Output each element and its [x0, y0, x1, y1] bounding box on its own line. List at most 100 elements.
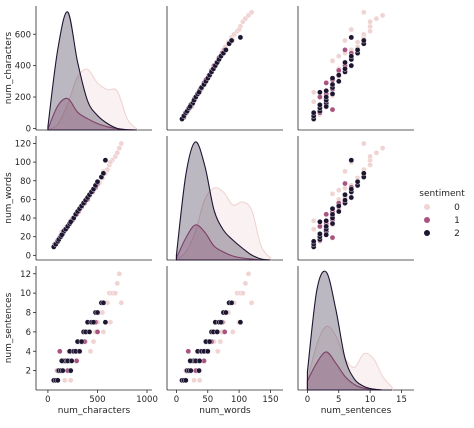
point-num_sentences-vs-num_characters-s2-21 [90, 319, 97, 326]
point-num_sentences-vs-num_words-s2-19 [214, 329, 220, 335]
point-num_characters-vs-num_sentences-s2-23 [354, 47, 361, 53]
point-num_sentences-vs-num_characters-s2-14 [76, 348, 83, 355]
point-num_characters-vs-num_sentences-s0-18 [360, 31, 367, 38]
xtick-label-num_words-150: 150 [262, 395, 278, 405]
point-num_words-vs-num_characters-s0-22 [114, 149, 121, 156]
point-num_words-vs-num_sentences-s1-18 [323, 211, 330, 218]
point-num_characters-vs-num_sentences-s0-11 [329, 58, 336, 64]
point-num_sentences-vs-num_words-s1-15 [221, 329, 228, 335]
point-num_words-vs-num_sentences-s2-27 [323, 231, 330, 238]
xtick-label-num_words-50: 50 [202, 395, 213, 405]
point-num_words-vs-num_sentences-s0-11 [329, 190, 336, 197]
kde-num_words-sentiment-0 [175, 187, 272, 261]
point-num_characters-vs-num_words-s2-25 [228, 37, 235, 44]
point-num_sentences-vs-num_words-s0-22 [242, 280, 249, 287]
point-num_words-vs-num_sentences-s0-27 [310, 217, 317, 224]
point-num_sentences-vs-num_words-s0-11 [214, 348, 221, 355]
point-num_words-vs-num_sentences-s2-8 [323, 223, 330, 230]
ytick-label-num_characters-400: 400 [15, 62, 31, 72]
xlabel-num_words: num_words [199, 406, 251, 416]
point-num_sentences-vs-num_characters-s0-11 [87, 348, 94, 355]
point-num_words-vs-num_characters-s2-23 [94, 178, 101, 185]
point-num_characters-vs-num_sentences-s2-19 [342, 59, 348, 66]
point-num_words-vs-num_sentences-s0-26 [342, 168, 348, 175]
ytick-label-num_words-120: 120 [15, 139, 31, 149]
point-num_words-vs-num_sentences-s0-13 [342, 185, 348, 191]
point-num_characters-vs-num_sentences-s1-15 [342, 47, 348, 53]
point-num_sentences-vs-num_characters-s2-2 [55, 377, 61, 384]
point-num_sentences-vs-num_characters-s0-27 [67, 377, 74, 384]
xtick-label-num_sentences-0: 0 [305, 395, 310, 405]
point-num_characters-vs-num_sentences-s1-16 [329, 106, 336, 113]
point-num_words-vs-num_sentences-s2-17 [342, 197, 348, 204]
point-num_sentences-vs-num_characters-s2-23 [94, 309, 101, 316]
legend-marker-1 [424, 217, 430, 223]
point-num_words-vs-num_sentences-s2-25 [360, 170, 367, 177]
point-num_words-vs-num_sentences-s2-18 [348, 194, 355, 201]
point-num_characters-vs-num_sentences-s0-20 [367, 23, 373, 30]
ytick-label-num_words-60: 60 [20, 195, 31, 205]
xtick-label-num_sentences-10: 10 [365, 395, 376, 405]
point-num_characters-vs-num_sentences-s2-10 [323, 88, 330, 94]
point-num_characters-vs-num_sentences-s0-28 [310, 98, 317, 105]
point-num_characters-vs-num_sentences-s2-15 [335, 72, 342, 78]
ytick-label-num_sentences-10: 10 [20, 289, 31, 299]
xtick-label-num_sentences-15: 15 [396, 395, 407, 405]
point-num_characters-vs-num_sentences-s2-5 [317, 102, 323, 108]
ytick-label-num_characters-0: 0 [26, 124, 31, 134]
ytick-label-num_sentences-8: 8 [26, 309, 31, 319]
point-num_sentences-vs-num_characters-s2-10 [68, 358, 75, 364]
point-num_characters-vs-num_sentences-s1-10 [335, 67, 342, 74]
point-num_characters-vs-num_words-s2-27 [187, 103, 193, 110]
point-num_sentences-vs-num_words-s2-27 [187, 358, 193, 364]
point-num_words-vs-num_sentences-s2-13 [335, 208, 342, 215]
legend-label-0: 0 [454, 203, 460, 213]
point-num_words-vs-num_sentences-s1-15 [342, 180, 348, 187]
ylabel-num_words: num_words [4, 172, 14, 224]
point-num_sentences-vs-num_words-s0-21 [240, 290, 246, 296]
ytick-label-num_sentences-4: 4 [26, 347, 31, 357]
point-num_characters-vs-num_sentences-s2-27 [323, 103, 330, 110]
point-num_words-vs-num_characters-s2-25 [100, 170, 107, 177]
legend-marker-0 [424, 204, 430, 210]
point-num_sentences-vs-num_words-s1-16 [185, 348, 192, 355]
point-num_words-vs-num_sentences-s0-23 [379, 145, 386, 151]
point-num_characters-vs-num_sentences-s0-24 [360, 9, 367, 16]
ytick-label-num_words-0: 0 [26, 251, 31, 261]
xtick-label-num_characters-1000: 1000 [136, 395, 158, 405]
point-num_characters-vs-num_sentences-s0-23 [379, 12, 386, 19]
point-num_sentences-vs-num_characters-s2-5 [60, 367, 66, 374]
point-num_sentences-vs-num_characters-s0-21 [112, 290, 119, 296]
point-num_words-vs-num_characters-s0-24 [118, 140, 125, 147]
point-num_sentences-vs-num_characters-s1-18 [73, 358, 80, 364]
point-num_characters-vs-num_words-s2-28 [196, 89, 202, 96]
point-num_characters-vs-num_sentences-s1-18 [323, 80, 330, 86]
point-num_words-vs-num_sentences-s0-28 [310, 226, 317, 232]
point-num_words-vs-num_sentences-s2-15 [335, 203, 342, 209]
point-num_sentences-vs-num_characters-s0-12 [90, 338, 97, 345]
ytick-label-num_words-40: 40 [20, 214, 31, 224]
xtick-label-num_words-0: 0 [174, 395, 179, 405]
point-num_words-vs-num_sentences-s0-19 [367, 162, 373, 168]
point-num_sentences-vs-num_words-s2-14 [204, 348, 211, 355]
point-num_characters-vs-num_sentences-s1-17 [317, 94, 323, 100]
point-num_words-vs-num_sentences-s1-16 [329, 234, 336, 241]
point-num_sentences-vs-num_characters-s2-27 [59, 358, 65, 364]
ytick-label-num_words-100: 100 [15, 158, 31, 168]
ytick-label-num_words-80: 80 [20, 177, 31, 187]
xtick-label-num_characters-0: 0 [45, 395, 50, 405]
xlabel-num_sentences: num_sentences [321, 406, 392, 416]
point-num_characters-vs-num_sentences-s2-12 [329, 81, 336, 88]
ytick-label-num_sentences-6: 6 [26, 328, 31, 338]
point-num_sentences-vs-num_words-s0-27 [196, 377, 203, 384]
point-num_sentences-vs-num_characters-s2-28 [67, 367, 74, 374]
point-num_characters-vs-num_sentences-s2-21 [348, 53, 355, 60]
kde-num_words-sentiment-1 [175, 224, 271, 261]
point-num_words-vs-num_sentences-s2-19 [342, 191, 348, 198]
kde-num_words-sentiment-2 [175, 141, 271, 261]
ytick-label-num_words-20: 20 [20, 233, 31, 243]
point-num_words-vs-num_sentences-s0-21 [367, 153, 373, 160]
ylabel-num_characters: num_characters [4, 31, 14, 104]
point-num_words-vs-num_characters-s2-27 [59, 231, 65, 238]
point-num_characters-vs-num_sentences-s0-16 [354, 39, 361, 45]
